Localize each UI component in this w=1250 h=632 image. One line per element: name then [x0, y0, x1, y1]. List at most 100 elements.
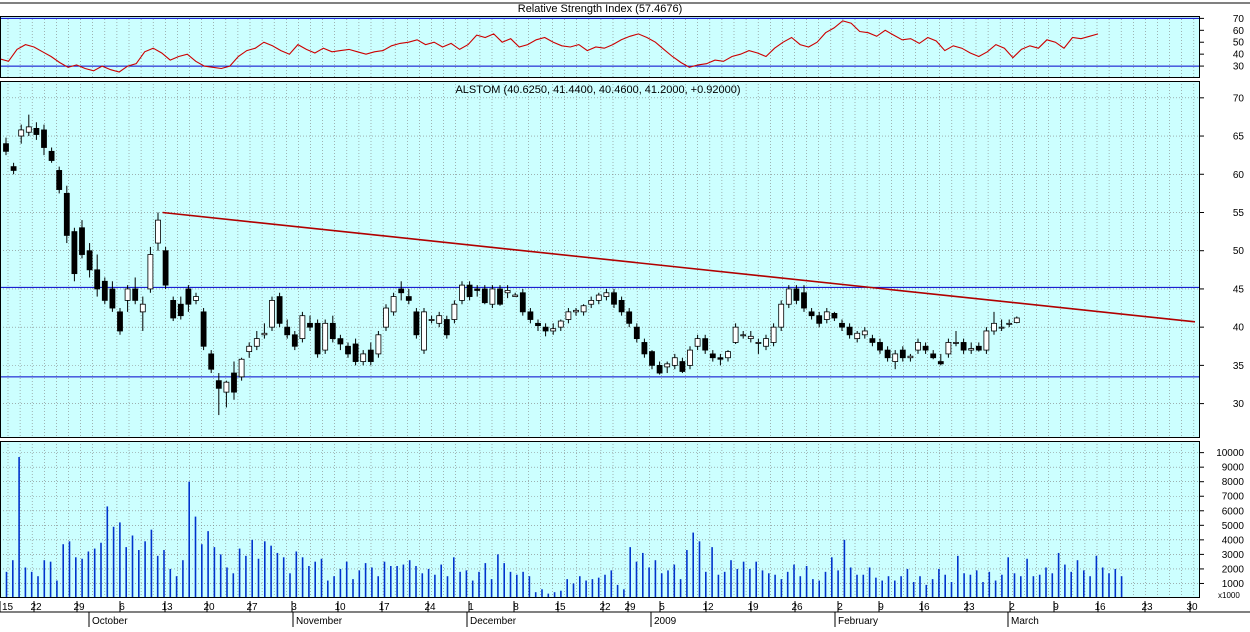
- candlestick: [983, 327, 990, 354]
- candle-body: [390, 296, 397, 313]
- candle-body: [443, 319, 450, 336]
- candlestick: [732, 323, 739, 344]
- candle-body: [550, 328, 557, 332]
- candlestick: [497, 285, 503, 306]
- candlestick: [63, 185, 70, 244]
- price-tick-label: 65: [1233, 132, 1245, 143]
- candle-body: [854, 332, 861, 340]
- candlestick: [41, 124, 47, 156]
- candle-body: [915, 342, 921, 351]
- panel-frame: [0, 81, 1200, 438]
- candlestick: [177, 296, 184, 320]
- candlestick: [519, 288, 526, 316]
- rsi-tick-label: 30: [1233, 62, 1245, 73]
- price-tick-label: 40: [1233, 323, 1245, 334]
- candle-body: [162, 250, 169, 286]
- candlestick: [785, 285, 792, 309]
- candle-body: [398, 288, 405, 294]
- candle-body: [945, 342, 952, 355]
- candlestick: [975, 342, 982, 352]
- rsi-title: Relative Strength Index (57.4676): [518, 3, 683, 15]
- candle-body: [626, 311, 633, 324]
- candlestick: [801, 285, 807, 312]
- candlestick: [656, 361, 663, 375]
- candle-body: [109, 288, 116, 309]
- candlestick: [3, 137, 9, 156]
- candlestick: [945, 338, 952, 358]
- candlestick: [109, 281, 116, 312]
- candle-body: [778, 303, 785, 328]
- candlestick: [573, 308, 579, 316]
- candle-body: [155, 219, 161, 244]
- candlestick: [459, 281, 465, 305]
- candle-body: [603, 292, 610, 297]
- candle-body: [983, 330, 990, 351]
- day-label: 27: [246, 602, 258, 613]
- candlestick: [793, 285, 800, 305]
- trend-line: [162, 211, 1196, 323]
- candlestick: [33, 122, 40, 140]
- candle-body: [763, 338, 769, 347]
- candlestick: [147, 246, 154, 293]
- candle-body: [33, 127, 40, 135]
- candlestick: [960, 338, 967, 354]
- candle-body: [747, 335, 754, 340]
- candlestick: [299, 311, 306, 343]
- candle-body: [101, 280, 108, 301]
- candlestick: [390, 292, 397, 316]
- candlestick: [816, 311, 823, 328]
- candlestick: [603, 288, 610, 301]
- day-label: 24: [424, 602, 436, 613]
- candlestick: [322, 319, 329, 354]
- candle-body: [337, 338, 344, 345]
- month-label: October: [92, 616, 128, 627]
- candle-body: [329, 322, 336, 340]
- candle-body: [177, 303, 184, 317]
- day-label: 29: [73, 602, 85, 613]
- candlestick: [550, 323, 557, 335]
- candle-body: [314, 322, 321, 355]
- candlestick: [284, 319, 291, 339]
- candlestick: [687, 346, 693, 370]
- candlestick: [10, 162, 17, 175]
- candlestick: [367, 342, 374, 366]
- panel-frame: [0, 16, 1200, 78]
- candlestick: [823, 308, 830, 324]
- day-label: 19: [747, 602, 759, 613]
- candle-body: [740, 334, 747, 337]
- rsi-tick-label: 40: [1233, 50, 1245, 61]
- candle-body: [519, 292, 526, 313]
- day-label: 2: [1009, 602, 1015, 613]
- candlestick: [884, 346, 891, 362]
- candlestick: [740, 330, 747, 339]
- price-tick-label: 35: [1233, 361, 1245, 372]
- candlestick: [86, 243, 93, 278]
- day-label: 15: [554, 602, 566, 613]
- candlestick: [261, 323, 268, 339]
- candle-body: [702, 338, 709, 351]
- candlestick: [504, 285, 511, 299]
- candlestick: [861, 327, 868, 339]
- candlestick: [79, 220, 85, 259]
- candlestick: [405, 288, 412, 305]
- volume-unit-label: x1000: [1218, 591, 1240, 600]
- candle-body: [48, 150, 55, 161]
- day-label: 3: [291, 602, 297, 613]
- candle-body: [481, 288, 488, 304]
- candle-body: [284, 326, 291, 336]
- candle-body: [117, 311, 123, 332]
- price-layer: [0, 114, 1200, 416]
- rsi-tick-label: 50: [1233, 38, 1245, 49]
- volume-panel-background: [0, 441, 1200, 598]
- candle-body: [664, 363, 671, 368]
- candlestick: [94, 254, 101, 297]
- candlestick: [922, 342, 929, 354]
- candle-body: [63, 192, 70, 236]
- candle-body: [535, 322, 541, 327]
- candlestick: [18, 124, 25, 144]
- candlestick: [329, 315, 336, 343]
- candle-body: [1013, 317, 1020, 323]
- price-tick-label: 55: [1233, 208, 1245, 219]
- candlestick: [565, 308, 572, 324]
